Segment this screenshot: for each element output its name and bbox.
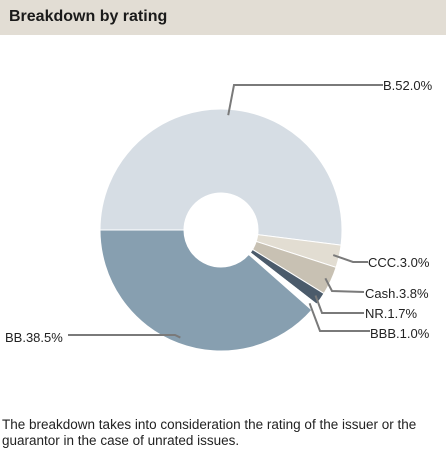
leader-line-cash	[324, 277, 365, 293]
rating-donut-chart: B.52.0% CCC.3.0% Cash.3.8% NR.1.7% BBB.1.0% B…	[5, 78, 433, 352]
leader-line-nr	[314, 295, 364, 314]
slice-label-cash: Cash.3.8%	[365, 286, 429, 301]
slice-bb	[99, 229, 313, 352]
leader-line-ccc	[332, 254, 368, 263]
donut-slices	[99, 108, 343, 352]
slice-label-b: B.52.0%	[383, 78, 433, 93]
slice-b	[99, 108, 343, 246]
panel-header: Breakdown by rating	[0, 0, 446, 35]
slice-label-bb: BB.38.5%	[5, 330, 63, 345]
slice-labels: B.52.0% CCC.3.0% Cash.3.8% NR.1.7% BBB.1.0% B…	[5, 78, 433, 345]
slice-label-ccc: CCC.3.0%	[368, 255, 430, 270]
leader-line-bb	[68, 334, 181, 339]
panel-title: Breakdown by rating	[9, 8, 168, 25]
leader-lines	[68, 84, 383, 339]
leader-line-b	[227, 84, 383, 116]
slice-label-bbb: BBB.1.0%	[370, 326, 430, 341]
slice-label-nr: NR.1.7%	[365, 306, 417, 321]
footnote-text: The breakdown takes into consideration t…	[2, 417, 417, 448]
leader-line-bbb	[308, 302, 370, 332]
